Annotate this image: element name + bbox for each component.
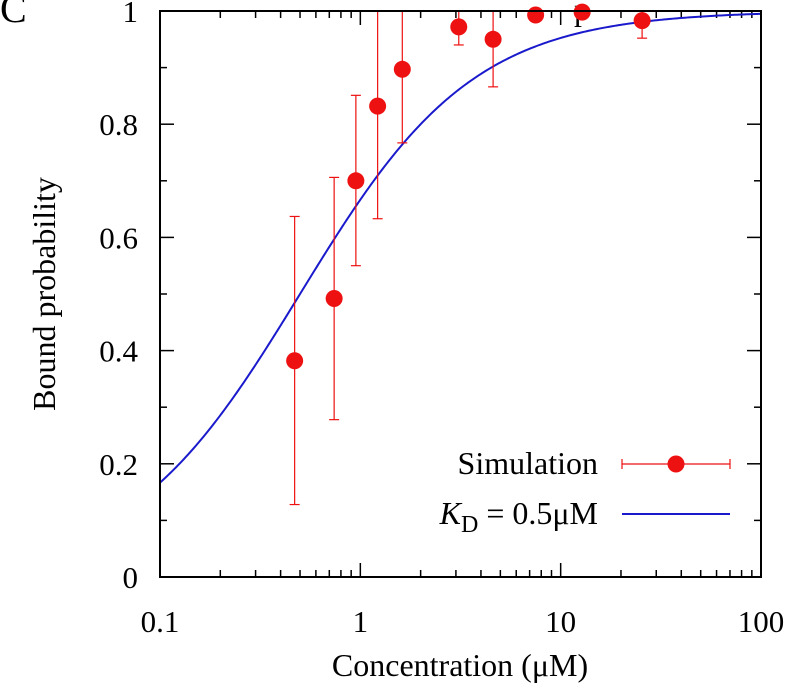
legend-kd-symbol: K — [439, 495, 463, 531]
x-tick-labels: 0.1 1 10 100 — [141, 604, 785, 639]
simulation-error-bars — [289, 11, 648, 506]
x-axis-title: Concentration (μM) — [332, 647, 588, 683]
y-tick-label: 0.8 — [99, 107, 138, 142]
data-point — [393, 60, 411, 78]
x-tick-label: 1 — [353, 604, 369, 639]
axis-ticks — [159, 10, 761, 578]
simulation-markers — [286, 3, 651, 370]
y-tick-label: 0 — [123, 560, 139, 595]
data-point — [286, 352, 304, 370]
data-point — [325, 290, 343, 308]
legend-label-kd: KD = 0.5μM — [439, 495, 598, 538]
legend-label-simulation: Simulation — [458, 445, 598, 481]
kd-fit-curve — [160, 12, 761, 484]
x-tick-label: 10 — [545, 604, 576, 639]
y-tick-label: 0.2 — [99, 447, 138, 482]
legend-kd-subscript: D — [461, 512, 478, 538]
y-tick-label: 0.6 — [99, 220, 138, 255]
data-point — [369, 97, 387, 115]
y-tick-labels: 0 0.2 0.4 0.6 0.8 1 — [99, 0, 138, 595]
legend: Simulation KD = 0.5μM — [439, 445, 731, 538]
panel-letter: C — [0, 0, 27, 31]
x-tick-label: 100 — [738, 604, 785, 639]
data-point — [573, 3, 591, 21]
x-tick-label: 0.1 — [141, 604, 180, 639]
data-point — [484, 30, 502, 48]
y-tick-label: 1 — [123, 0, 139, 29]
legend-sample-simulation — [621, 455, 731, 473]
plot-frame — [159, 10, 762, 578]
legend-marker — [667, 455, 685, 473]
data-point — [347, 172, 365, 190]
data-point — [450, 18, 468, 36]
data-point — [527, 6, 545, 24]
y-axis-title: Bound probability — [26, 177, 62, 411]
y-tick-label: 0.4 — [99, 334, 138, 369]
data-point — [633, 12, 651, 30]
legend-kd-value: = 0.5μM — [478, 495, 598, 531]
